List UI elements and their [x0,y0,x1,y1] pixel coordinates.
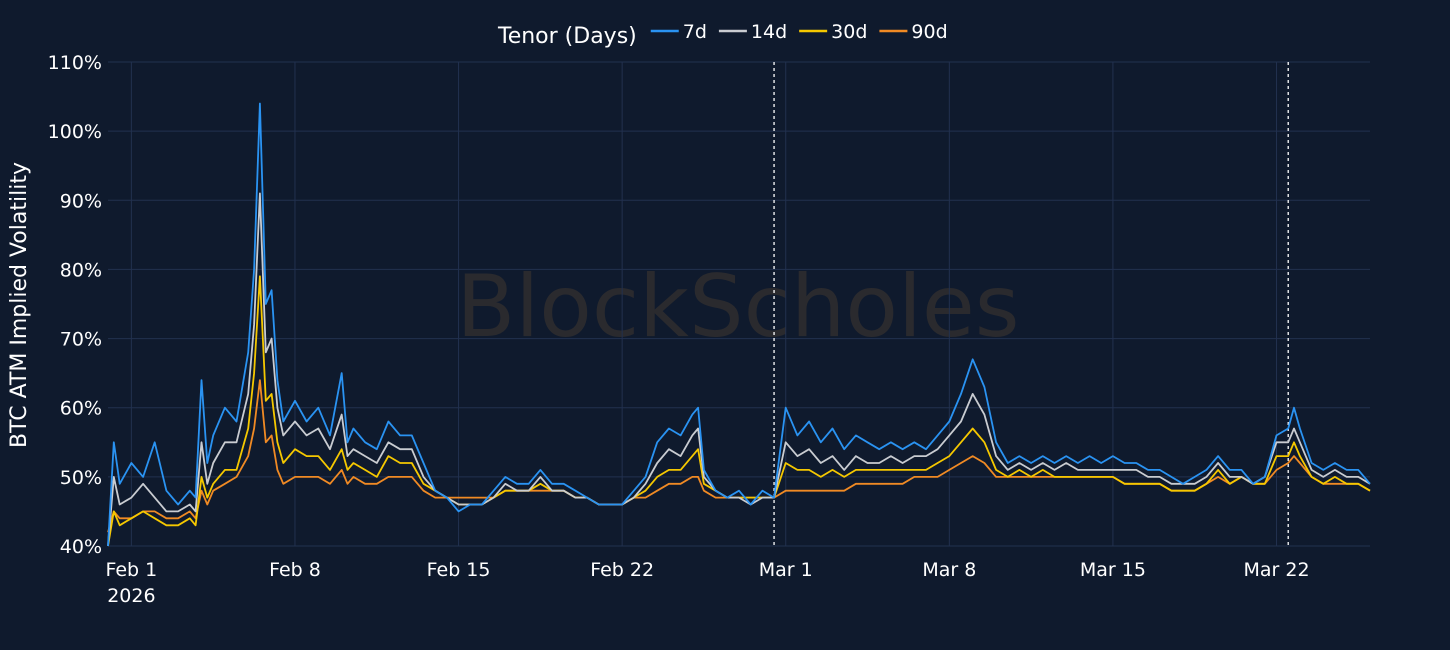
x-tick-label: Feb 22 [590,559,654,581]
x-tick-label: Mar 1 [759,559,813,581]
y-tick-label: 110% [48,52,102,74]
series-line-30d [107,275,1371,547]
y-tick-label: 60% [60,398,102,420]
series-line-7d [107,102,1371,547]
y-tick-label: 80% [60,259,102,281]
legend-label-14d: 14d [751,21,787,43]
y-tick-label: 50% [60,467,102,489]
legend-title: Tenor (Days) [497,24,637,49]
y-tick-label: 70% [60,329,102,351]
legend-items: 7d 14d 30d 90d [650,21,948,43]
x-tick-label: Mar 22 [1243,559,1309,581]
x-tick-sublabel: 2026 [107,585,155,607]
legend: Tenor (Days) 7d 14d 30d 90d [497,21,948,49]
legend-label-90d: 90d [911,21,947,43]
y-tick-label: 40% [60,536,102,558]
x-tick-label: Feb 15 [427,559,491,581]
watermark-text: BlockScholes [456,257,1019,357]
series-line-14d [107,192,1371,547]
x-tick-label: Mar 8 [922,559,976,581]
vertical-marker-layer [773,62,1289,546]
axis-layer: 40% 50% 60% 70% 80% 90% 100% 110% Feb 1 2026 Feb 8… [48,52,1310,607]
y-tick-label: 90% [60,190,102,212]
x-tick-label: Feb 8 [269,559,321,581]
y-axis-title: BTC ATM Implied Volatility [7,162,32,448]
x-tick-label: Feb 1 [105,559,157,581]
legend-label-7d: 7d [683,21,707,43]
series-layer [107,102,1371,547]
x-tick-label: Mar 15 [1080,559,1146,581]
y-tick-label: 100% [48,121,102,143]
legend-label-30d: 30d [831,21,867,43]
